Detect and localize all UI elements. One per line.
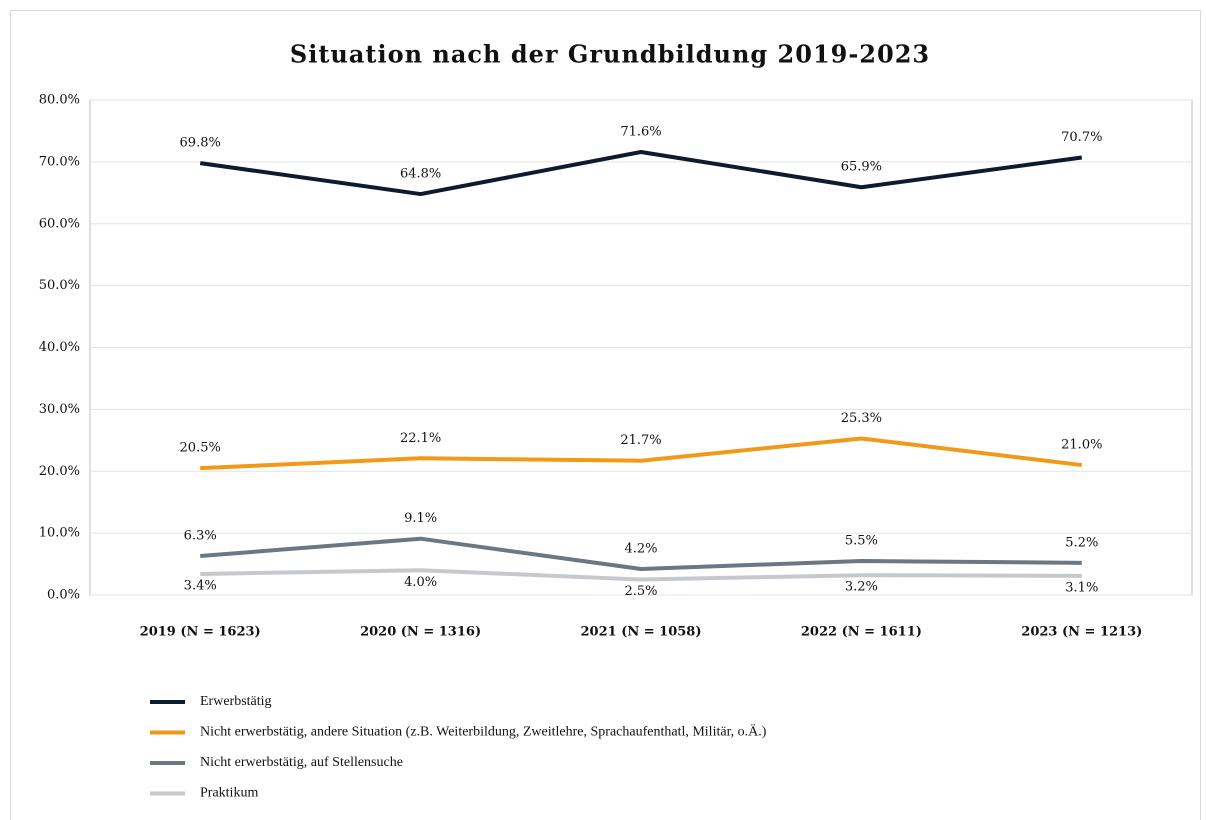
data-label: 70.7% — [1061, 130, 1102, 145]
data-label: 21.0% — [1061, 438, 1102, 453]
data-label: 65.9% — [841, 160, 882, 175]
legend-label: Praktikum — [200, 786, 258, 801]
y-tick-label: 40.0% — [39, 340, 80, 355]
legend-label: Nicht erwerbstätig, auf Stellensuche — [200, 755, 403, 770]
series-line — [199, 149, 1083, 197]
legend-label: Nicht erwerbstätig, andere Situation (z.… — [200, 723, 767, 740]
x-tick-label: 2019 (N = 1623) — [140, 625, 261, 640]
y-tick-label: 70.0% — [39, 154, 80, 169]
series-line — [200, 568, 1082, 582]
y-tick-label: 80.0% — [39, 93, 80, 108]
x-tick-label: 2022 (N = 1611) — [801, 625, 922, 640]
data-label: 5.2% — [1065, 535, 1098, 550]
data-label: 21.7% — [620, 433, 661, 448]
data-label: 25.3% — [841, 411, 882, 426]
x-tick-label: 2021 (N = 1058) — [580, 625, 701, 640]
y-tick-label: 10.0% — [39, 526, 80, 541]
x-tick-label: 2020 (N = 1316) — [360, 625, 481, 640]
data-label: 6.3% — [184, 529, 217, 544]
data-label: 3.4% — [184, 578, 217, 593]
legend-label: Erwerbstätig — [200, 694, 272, 709]
data-label: 9.1% — [404, 511, 437, 526]
data-label: 2.5% — [624, 584, 657, 599]
data-label: 20.5% — [180, 441, 221, 456]
data-label: 69.8% — [180, 136, 221, 151]
data-label: 22.1% — [400, 431, 441, 446]
data-label: 5.5% — [845, 533, 878, 548]
data-label: 4.2% — [624, 542, 657, 557]
data-label: 3.2% — [845, 580, 878, 595]
data-label: 3.1% — [1065, 580, 1098, 595]
y-tick-label: 0.0% — [47, 588, 80, 603]
data-label: 4.0% — [404, 575, 437, 590]
data-label: 71.6% — [620, 124, 661, 139]
y-tick-label: 30.0% — [39, 402, 80, 417]
data-label: 64.8% — [400, 167, 441, 182]
chart-title: Situation nach der Grundbildung 2019-202… — [290, 40, 930, 69]
series-line — [200, 436, 1083, 471]
y-tick-label: 60.0% — [39, 216, 80, 231]
y-tick-label: 50.0% — [39, 278, 80, 293]
x-tick-label: 2023 (N = 1213) — [1021, 625, 1142, 640]
y-tick-label: 20.0% — [39, 464, 80, 479]
series-line — [200, 536, 1082, 572]
chart-border — [10, 10, 1201, 820]
